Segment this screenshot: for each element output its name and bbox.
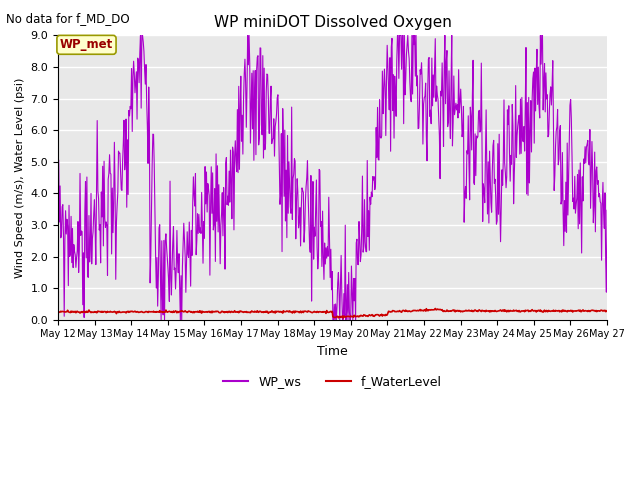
- WP_ws: [88, 261, 95, 267]
- f_WaterLevel: [54, 309, 62, 315]
- Line: f_WaterLevel: f_WaterLevel: [58, 309, 607, 318]
- WP_ws: [349, 317, 356, 323]
- X-axis label: Time: Time: [317, 345, 348, 358]
- WP_ws: [604, 207, 611, 213]
- f_WaterLevel: [472, 308, 479, 313]
- Y-axis label: Wind Speed (m/s), Water Level (psi): Wind Speed (m/s), Water Level (psi): [15, 77, 25, 278]
- WP_ws: [374, 156, 382, 162]
- WP_ws: [54, 233, 62, 239]
- f_WaterLevel: [374, 312, 381, 318]
- f_WaterLevel: [88, 309, 95, 315]
- Text: No data for f_MD_DO: No data for f_MD_DO: [6, 12, 130, 25]
- f_WaterLevel: [339, 315, 347, 321]
- f_WaterLevel: [404, 308, 412, 314]
- WP_ws: [529, 96, 536, 101]
- Line: WP_ws: WP_ws: [58, 36, 607, 320]
- f_WaterLevel: [604, 308, 611, 313]
- WP_ws: [137, 33, 145, 38]
- f_WaterLevel: [529, 307, 536, 312]
- Title: WP miniDOT Dissolved Oxygen: WP miniDOT Dissolved Oxygen: [214, 15, 451, 30]
- Legend: WP_ws, f_WaterLevel: WP_ws, f_WaterLevel: [218, 370, 447, 393]
- Text: WP_met: WP_met: [60, 38, 113, 51]
- WP_ws: [389, 108, 397, 113]
- WP_ws: [472, 173, 479, 179]
- WP_ws: [405, 56, 413, 61]
- f_WaterLevel: [388, 309, 396, 314]
- f_WaterLevel: [431, 306, 439, 312]
